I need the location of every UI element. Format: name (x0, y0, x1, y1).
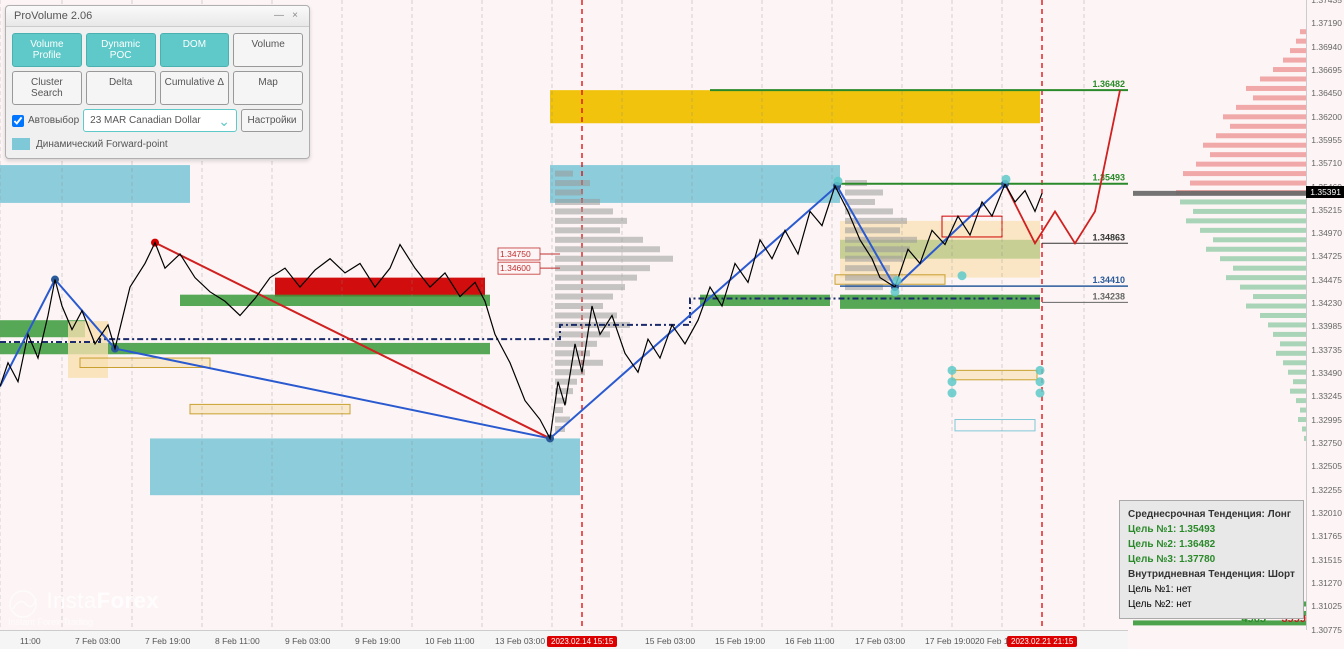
mid-trend-label: Среднесрочная Тенденция: (1128, 509, 1265, 520)
instrument-select[interactable]: 23 MAR Canadian Dollar ⌄ (83, 109, 237, 132)
target-3: Цель №3: 1.37780 (1128, 552, 1295, 567)
price-tick: 1.32010 (1306, 508, 1342, 518)
auto-select-label: Автовыбор (28, 115, 79, 126)
price-tick: 1.37190 (1306, 18, 1342, 28)
logo-subtitle: Instant Forex Trading (8, 617, 159, 627)
chevron-down-icon: ⌄ (218, 116, 230, 126)
trend-info-box: Среднесрочная Тенденция: Лонг Цель №1: 1… (1119, 500, 1304, 619)
chart-container: 1.35493 1.36482 1.34410 1.34238 1.34863 1.347… (0, 0, 1344, 649)
svg-text:1.34750: 1.34750 (500, 249, 531, 259)
volume-profile-button[interactable]: Volume Profile (12, 33, 82, 67)
price-tick: 1.32995 (1306, 415, 1342, 425)
minimize-icon[interactable]: — (273, 10, 285, 22)
auto-select-checkbox[interactable]: Автовыбор (12, 115, 79, 127)
svg-text:1.35493: 1.35493 (1092, 173, 1125, 183)
price-tick: 1.35215 (1306, 205, 1342, 215)
svg-text:1.34600: 1.34600 (500, 263, 531, 273)
price-tick: 1.35710 (1306, 158, 1342, 168)
time-tick: 17 Feb 03:00 (855, 636, 905, 646)
panel-title-text: ProVolume 2.06 (14, 10, 92, 22)
auto-select-input[interactable] (12, 115, 24, 127)
price-tick: 1.33245 (1306, 391, 1342, 401)
target-2: Цель №2: 1.36482 (1128, 537, 1295, 552)
price-tick: 1.34230 (1306, 298, 1342, 308)
target-1: Цель №1: 1.35493 (1128, 522, 1295, 537)
panel-titlebar[interactable]: ProVolume 2.06 — × (6, 6, 309, 27)
price-tick: 1.33735 (1306, 345, 1342, 355)
price-tick: 1.36695 (1306, 65, 1342, 75)
logo-icon (8, 589, 38, 619)
price-tick: 1.32750 (1306, 438, 1342, 448)
short-target-1: Цель №1: нет (1128, 582, 1295, 597)
price-tick: 1.31765 (1306, 531, 1342, 541)
time-tick: 17 Feb 19:00 (925, 636, 975, 646)
delta-button[interactable]: Delta (86, 71, 156, 105)
price-tick: 1.31025 (1306, 601, 1342, 611)
price-axis: 1.37435 1.37190 1.36940 1.36695 1.36450 1.362… (1306, 0, 1344, 630)
close-icon[interactable]: × (289, 10, 301, 22)
legend-text: Динамический Forward-point (36, 139, 168, 150)
volume-button[interactable]: Volume (233, 33, 303, 67)
svg-text:1.34863: 1.34863 (1092, 232, 1125, 242)
price-tick: 1.36200 (1306, 112, 1342, 122)
price-tick: 1.31515 (1306, 555, 1342, 565)
svg-text:1.34410: 1.34410 (1092, 275, 1125, 285)
logo-text-1: Insta (46, 588, 96, 613)
dom-button[interactable]: DOM (160, 33, 230, 67)
price-tick: 1.32505 (1306, 461, 1342, 471)
time-tick: 9 Feb 19:00 (355, 636, 400, 646)
price-tick: 1.37435 (1306, 0, 1342, 5)
map-button[interactable]: Map (233, 71, 303, 105)
price-tick: 1.35955 (1306, 135, 1342, 145)
time-axis: 11:00 7 Feb 03:00 7 Feb 19:00 8 Feb 11:00 9 … (0, 630, 1128, 649)
time-tick: 11:00 (20, 636, 41, 646)
mid-trend-value: Лонг (1268, 509, 1291, 520)
time-tick: 15 Feb 03:00 (645, 636, 695, 646)
time-tick: 8 Feb 11:00 (215, 636, 260, 646)
current-price-marker: 1.35391 (1306, 186, 1344, 198)
svg-text:1.34238: 1.34238 (1092, 291, 1125, 301)
price-tick: 1.36940 (1306, 42, 1342, 52)
time-marker-red: 2023.02.21 21:15 (1007, 636, 1077, 647)
price-tick: 1.34725 (1306, 251, 1342, 261)
time-tick: 7 Feb 19:00 (145, 636, 190, 646)
price-tick: 1.33985 (1306, 321, 1342, 331)
time-tick: 7 Feb 03:00 (75, 636, 120, 646)
time-tick: 15 Feb 19:00 (715, 636, 765, 646)
cumulative-δ-button[interactable]: Cumulative Δ (160, 71, 230, 105)
time-tick: 10 Feb 11:00 (425, 636, 474, 646)
settings-button[interactable]: Настройки (241, 109, 303, 132)
intraday-trend-label: Внутридневная Тенденция: (1128, 569, 1265, 580)
instrument-value: 23 MAR Canadian Dollar (90, 115, 201, 126)
time-tick: 13 Feb 03:00 (495, 636, 545, 646)
price-tick: 1.36450 (1306, 88, 1342, 98)
logo-text-2: Forex (97, 588, 159, 613)
price-tick: 1.34970 (1306, 228, 1342, 238)
price-tick: 1.30775 (1306, 625, 1342, 635)
price-tick: 1.33490 (1306, 368, 1342, 378)
price-tick: 1.31270 (1306, 578, 1342, 588)
svg-text:1.36482: 1.36482 (1092, 79, 1125, 89)
time-marker-red: 2023.02.14 15:15 (547, 636, 617, 647)
cluster-search-button[interactable]: Cluster Search (12, 71, 82, 105)
instaforex-logo: InstaForex Instant Forex Trading (8, 588, 159, 627)
price-tick: 1.32255 (1306, 485, 1342, 495)
dynamic-poc-button[interactable]: Dynamic POC (86, 33, 156, 67)
time-tick: 9 Feb 03:00 (285, 636, 330, 646)
price-tick: 1.34475 (1306, 275, 1342, 285)
short-target-2: Цель №2: нет (1128, 597, 1295, 612)
legend-swatch (12, 138, 30, 150)
intraday-trend-value: Шорт (1268, 569, 1295, 580)
time-tick: 16 Feb 11:00 (785, 636, 834, 646)
provolume-panel: ProVolume 2.06 — × Volume ProfileDynamic… (5, 5, 310, 159)
